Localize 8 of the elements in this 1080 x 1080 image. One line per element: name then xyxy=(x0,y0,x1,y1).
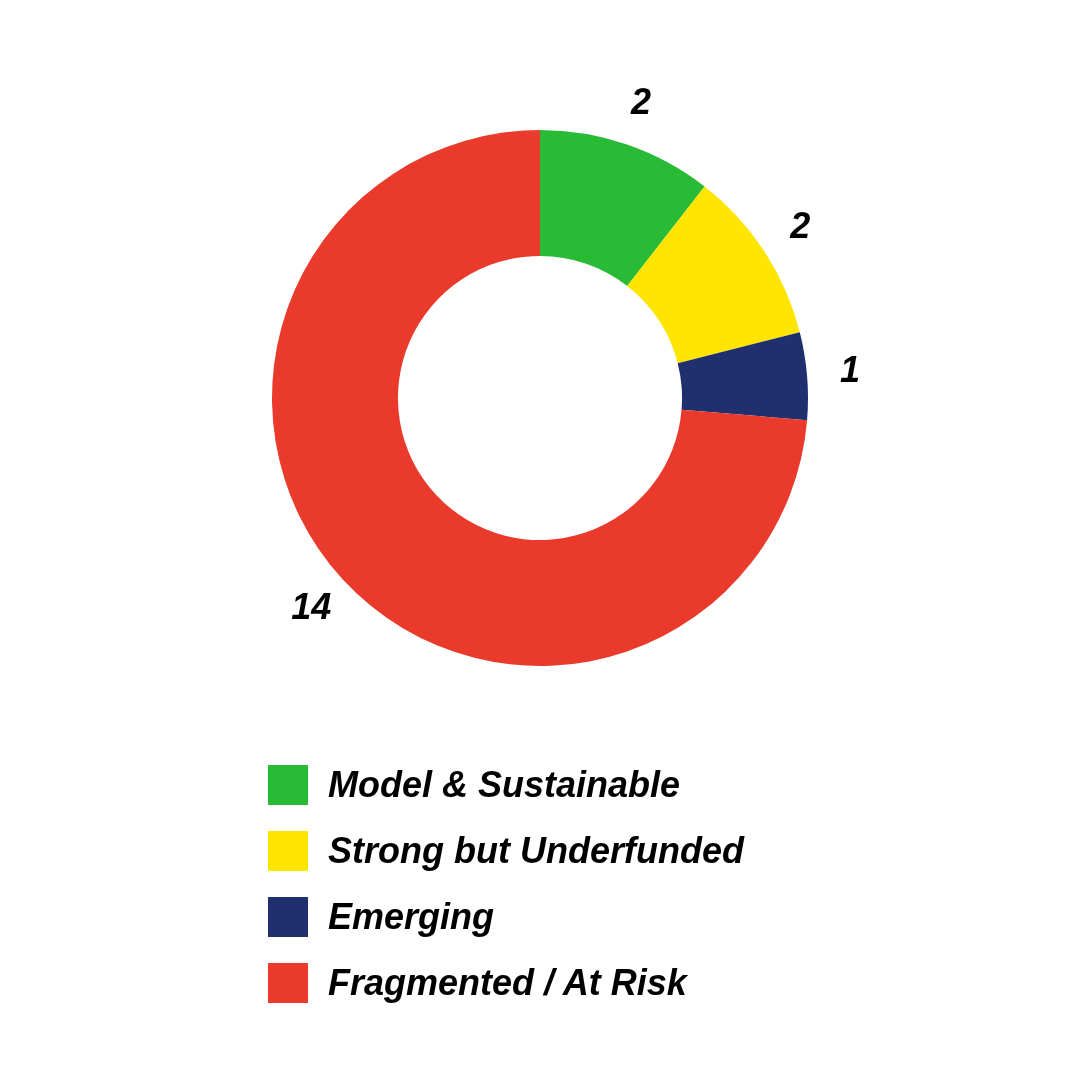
legend-label: Fragmented / At Risk xyxy=(328,962,687,1004)
data-label: 1 xyxy=(839,349,860,391)
data-label: 2 xyxy=(629,80,651,122)
legend-label: Model & Sustainable xyxy=(328,764,681,806)
data-label: 2 xyxy=(789,204,811,246)
legend-label: Strong but Underfunded xyxy=(328,830,744,872)
legend-label: Emerging xyxy=(328,896,495,938)
data-label: 14 xyxy=(291,585,332,627)
